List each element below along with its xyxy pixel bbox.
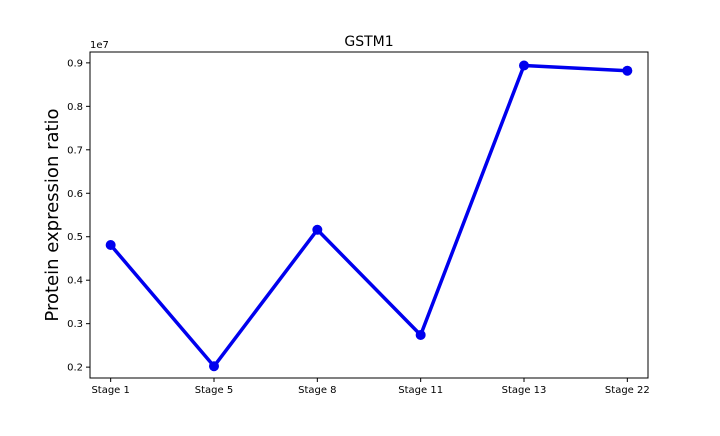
y-tick-label: 0.3 bbox=[67, 319, 83, 330]
x-tick-label: Stage 13 bbox=[502, 385, 547, 396]
x-axis: Stage 1 Stage 5 Stage 8 Stage 11 Stage 13 Sta… bbox=[91, 378, 650, 396]
y-tick-label: 0.5 bbox=[67, 232, 83, 243]
x-tick-label: Stage 1 bbox=[91, 385, 129, 396]
y-tick-label: 0.4 bbox=[67, 276, 83, 287]
plot-border bbox=[89, 51, 649, 379]
data-point bbox=[209, 361, 219, 372]
data-point bbox=[312, 224, 323, 235]
x-tick-label: Stage 11 bbox=[398, 385, 443, 396]
series-line bbox=[109, 63, 628, 369]
data-point bbox=[105, 239, 116, 250]
y-tick-label: 0.2 bbox=[67, 363, 83, 374]
x-tick-label: Stage 8 bbox=[298, 385, 336, 396]
y-axis: 0.2 0.3 0.4 0.5 0.6 0.7 0.8 0.9 bbox=[67, 58, 90, 374]
x-tick-label: Stage 22 bbox=[605, 385, 650, 396]
chart-title: GSTM1 bbox=[344, 34, 393, 50]
data-point bbox=[622, 65, 633, 76]
data-point bbox=[415, 329, 426, 340]
y-tick-label: 0.7 bbox=[67, 145, 83, 156]
y-axis-offset-label: 1e7 bbox=[90, 40, 109, 51]
series-layer bbox=[105, 60, 633, 372]
plot-area bbox=[89, 51, 649, 379]
y-tick-label: 0.9 bbox=[67, 58, 83, 69]
y-tick-label: 0.8 bbox=[67, 102, 83, 113]
y-tick-label: 0.6 bbox=[67, 189, 83, 200]
x-tick-label: Stage 5 bbox=[195, 385, 233, 396]
y-axis-label: Protein expression ratio bbox=[42, 108, 63, 321]
data-point bbox=[519, 60, 529, 71]
